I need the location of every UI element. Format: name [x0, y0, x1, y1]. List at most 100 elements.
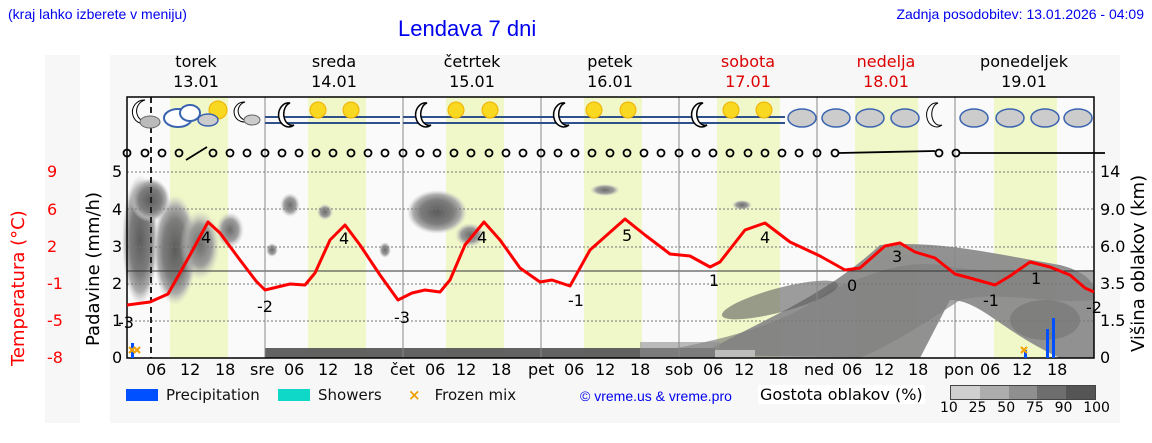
svg-text:1: 1 — [709, 271, 719, 290]
precipitation-swatch — [126, 389, 158, 401]
svg-text:-1: -1 — [568, 291, 584, 310]
day-header: četrtek 15.01 — [443, 52, 501, 91]
x-tick: 18 — [491, 360, 512, 379]
x-tick: 12 — [456, 360, 477, 379]
temp-tick: -5 — [47, 311, 63, 330]
x-tick: 06 — [703, 360, 724, 379]
day-header: ponedeljek 19.01 — [980, 52, 1068, 91]
temperature-axis-label: Temperatura (°C) — [8, 210, 29, 366]
x-tick: čet — [390, 360, 415, 379]
frozen-mix-icon: × — [408, 386, 421, 404]
day-header-weekend: sobota 17.01 — [720, 52, 776, 91]
day-header: petek 16.01 — [587, 52, 633, 91]
svg-text:5: 5 — [622, 226, 632, 245]
cloud-density — [122, 175, 1094, 358]
day-header: torek 13.01 — [173, 52, 219, 91]
cloud-density-ticks: 10 25 50 75 90 100 — [940, 400, 1110, 416]
legend-showers: Showers — [278, 386, 382, 404]
location-hint: (kraj lahko izberete v meniju) — [8, 6, 187, 22]
moon-icons — [277, 102, 708, 128]
x-tick: 12 — [318, 360, 339, 379]
x-tick: 18 — [1047, 360, 1068, 379]
x-tick: 06 — [980, 360, 1001, 379]
plot-frame — [126, 96, 1095, 359]
x-tick: 12 — [874, 360, 895, 379]
day-header-weekend: nedelja 18.01 — [856, 52, 916, 91]
x-tick: 12 — [180, 360, 201, 379]
showers-swatch — [278, 389, 310, 401]
x-tick: 18 — [908, 360, 929, 379]
x-tick: 06 — [146, 360, 167, 379]
day-header: sreda 14.01 — [311, 52, 357, 91]
x-tick: sre — [250, 360, 275, 379]
cloud-tick: 1.5 — [1100, 311, 1126, 330]
svg-text:1: 1 — [1031, 269, 1041, 288]
precip-tick: 3 — [112, 237, 123, 256]
svg-text:-2: -2 — [257, 297, 273, 316]
svg-text:-3: -3 — [394, 308, 410, 327]
svg-text:4: 4 — [760, 228, 770, 247]
cloud-height-axis-label: Višina oblakov (km) — [1128, 174, 1149, 352]
x-tick: 18 — [768, 360, 789, 379]
precip-tick: 0 — [112, 348, 123, 367]
moon-cloud-snow-icon — [131, 99, 161, 129]
x-tick: 18 — [353, 360, 374, 379]
sun-icons — [309, 101, 773, 119]
legend-precipitation: Precipitation — [126, 386, 260, 404]
page-title: Lendava 7 dni — [398, 16, 537, 41]
svg-text:3: 3 — [892, 247, 902, 266]
cloud-tick: 14 — [1100, 162, 1121, 181]
x-tick: 18 — [630, 360, 651, 379]
temp-tick: 2 — [47, 237, 58, 256]
precip-tick: 5 — [112, 162, 123, 181]
svg-text:4: 4 — [339, 229, 349, 248]
copyright-link[interactable]: © vreme.us & vreme.pro — [580, 388, 732, 404]
x-tick: 06 — [564, 360, 585, 379]
cloud-tick: 9.0 — [1100, 200, 1126, 219]
cloudy-icons — [787, 108, 1093, 128]
svg-text:-2: -2 — [1086, 298, 1102, 317]
temp-tick: -1 — [47, 274, 63, 293]
svg-text:-3: -3 — [118, 313, 134, 332]
wind-barbs — [122, 146, 1105, 161]
cloud-density-scale — [950, 385, 1096, 400]
temp-tick: -8 — [47, 348, 63, 367]
x-tick: 12 — [1012, 360, 1033, 379]
x-tick: 06 — [425, 360, 446, 379]
x-tick: 06 — [842, 360, 863, 379]
weather-icons — [131, 99, 261, 129]
cloud-tick: 0 — [1100, 348, 1111, 367]
cloud-density-label: Gostota oblakov (%) — [758, 385, 925, 404]
svg-text:-1: -1 — [983, 291, 999, 310]
x-tick: 12 — [595, 360, 616, 379]
frozen-mix-markers — [128, 346, 1028, 354]
x-tick: pon — [944, 360, 975, 379]
x-tick: 12 — [734, 360, 755, 379]
cloud-tick: 3.5 — [1100, 274, 1126, 293]
temperature-axis-panel — [45, 55, 80, 423]
x-tick: 06 — [284, 360, 305, 379]
moon-cloud-icon — [926, 102, 943, 128]
sun-cloud-icon — [197, 100, 228, 127]
last-updated: Zadnja posodobitev: 13.01.2026 - 04:09 — [896, 6, 1144, 22]
precip-tick: 4 — [112, 200, 123, 219]
legend-label: Precipitation — [166, 386, 260, 404]
x-tick: sob — [665, 360, 694, 379]
svg-text:4: 4 — [201, 228, 211, 247]
legend-frozen-mix: × Frozen mix — [408, 386, 516, 404]
x-tick: ned — [804, 360, 835, 379]
precipitation-axis-label: Padavine (mm/h) — [83, 192, 104, 346]
temp-tick: 9 — [47, 162, 58, 181]
cloud-icon — [163, 104, 201, 128]
precip-tick: 1 — [112, 311, 123, 330]
temperature-extreme-labels: 4 -2 4 -3 4 -1 5 1 4 0 3 -1 1 -2 -3 — [118, 226, 1102, 332]
svg-text:0: 0 — [847, 276, 857, 295]
legend-label: Showers — [318, 386, 382, 404]
day-separators — [264, 97, 956, 358]
precip-tick: 2 — [112, 274, 123, 293]
legend-label: Frozen mix — [434, 386, 517, 404]
moon-cloud-icon — [233, 101, 261, 126]
temp-tick: 6 — [47, 200, 58, 219]
svg-text:4: 4 — [477, 228, 487, 247]
x-tick: pet — [528, 360, 555, 379]
